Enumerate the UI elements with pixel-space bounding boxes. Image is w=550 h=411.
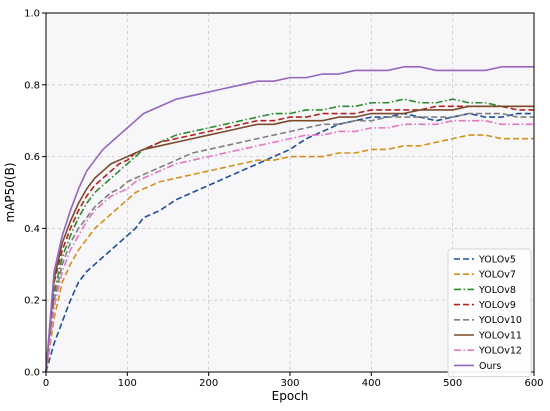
legend: YOLOv5 YOLOv7 YOLOv8 YOLOv9 YOLOv10 YOLOv11 YO… <box>447 248 532 377</box>
series-line <box>45 134 534 373</box>
series-layer <box>45 66 534 373</box>
series-line <box>45 98 534 373</box>
legend-entry: YOLOv5 <box>454 254 516 265</box>
series-yolov11 <box>45 105 534 373</box>
y-tick-label: 0.6 <box>24 152 40 163</box>
series-yolov12 <box>45 119 534 373</box>
y-tick-label: 1.0 <box>24 9 40 20</box>
series-yolov8 <box>45 98 534 373</box>
x-tick-label: 400 <box>362 378 381 389</box>
y-tick-label: 0.2 <box>24 296 40 307</box>
y-tick-label: 0.0 <box>24 368 40 379</box>
series-line <box>45 112 534 373</box>
y-axis-ticks: 0.0 0.2 0.4 0.6 0.8 1.0 <box>24 9 46 379</box>
x-tick-label: 100 <box>118 378 137 389</box>
y-tick-label: 0.8 <box>24 80 40 91</box>
legend-entry: YOLOv10 <box>454 315 522 326</box>
x-tick-label: 200 <box>199 378 218 389</box>
legend-label: Ours <box>479 361 501 372</box>
series-yolov7 <box>45 134 534 373</box>
legend-label: YOLOv8 <box>478 285 516 296</box>
legend-box <box>447 248 532 377</box>
legend-label: YOLOv5 <box>478 254 516 265</box>
legend-label: YOLOv10 <box>478 315 522 326</box>
series-line <box>45 105 534 373</box>
series-yolov5 <box>45 112 534 373</box>
series-yolov10 <box>45 112 534 373</box>
legend-entry: Ours <box>454 361 501 372</box>
legend-label: YOLOv11 <box>478 330 522 341</box>
series-line <box>45 112 534 373</box>
legend-label: YOLOv9 <box>478 300 516 311</box>
x-tick-label: 600 <box>524 378 543 389</box>
legend-entry: YOLOv12 <box>454 346 522 357</box>
legend-label: YOLOv12 <box>478 346 522 357</box>
x-axis-title: Epoch <box>272 389 309 403</box>
x-tick-label: 500 <box>443 378 462 389</box>
x-tick-label: 0 <box>43 378 49 389</box>
y-tick-label: 0.4 <box>24 224 40 235</box>
legend-entry: YOLOv9 <box>454 300 516 311</box>
x-tick-label: 300 <box>280 378 299 389</box>
y-axis-title: mAP50(B) <box>3 163 17 223</box>
legend-entry: YOLOv11 <box>454 330 522 341</box>
legend-label: YOLOv7 <box>478 270 516 281</box>
series-line <box>45 119 534 373</box>
legend-entry: YOLOv7 <box>454 270 516 281</box>
legend-entry: YOLOv8 <box>454 285 516 296</box>
series-line <box>45 66 534 373</box>
series-ours <box>45 66 534 373</box>
